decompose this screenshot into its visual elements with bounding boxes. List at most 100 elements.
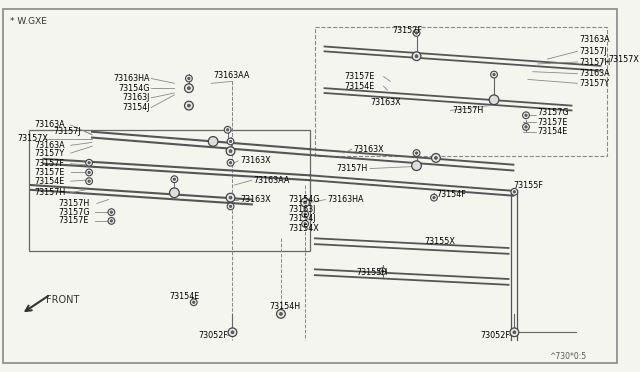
Text: 73154E: 73154E: [170, 292, 200, 301]
Text: 73157H: 73157H: [579, 58, 611, 67]
Text: 73157F: 73157F: [392, 26, 422, 35]
Circle shape: [226, 147, 235, 155]
Text: 73163X: 73163X: [353, 145, 384, 154]
Circle shape: [227, 159, 234, 166]
Text: 73154G: 73154G: [118, 84, 150, 93]
Text: 73052F: 73052F: [481, 331, 510, 340]
Circle shape: [88, 180, 90, 182]
Circle shape: [186, 75, 192, 82]
Text: 73163HA: 73163HA: [328, 195, 364, 204]
Circle shape: [188, 87, 190, 90]
Circle shape: [231, 331, 234, 334]
Text: 73154F: 73154F: [436, 190, 466, 199]
Circle shape: [380, 268, 386, 275]
Circle shape: [433, 196, 435, 199]
Circle shape: [228, 328, 237, 337]
Text: 73052F: 73052F: [198, 331, 228, 340]
Circle shape: [88, 171, 90, 174]
Text: 73154G: 73154G: [289, 195, 320, 204]
Circle shape: [493, 73, 495, 76]
Bar: [315, 27, 607, 156]
Circle shape: [525, 114, 527, 116]
Circle shape: [224, 126, 231, 133]
Text: 73163HA: 73163HA: [114, 74, 150, 83]
Circle shape: [227, 138, 234, 145]
Text: 73155X: 73155X: [424, 237, 455, 246]
Circle shape: [412, 52, 421, 61]
Circle shape: [226, 193, 235, 202]
Text: 73154J: 73154J: [289, 214, 316, 224]
Text: 73157G: 73157G: [58, 208, 90, 217]
Text: 73157X: 73157X: [609, 55, 639, 64]
Circle shape: [413, 29, 420, 36]
Text: 73157H: 73157H: [452, 106, 484, 115]
Circle shape: [170, 188, 179, 198]
Circle shape: [412, 161, 421, 170]
Text: 73155F: 73155F: [513, 180, 543, 189]
Circle shape: [415, 32, 418, 34]
Text: 73157E: 73157E: [34, 168, 64, 177]
Text: 73163AA: 73163AA: [213, 71, 250, 80]
Text: 73154E: 73154E: [34, 177, 64, 186]
Circle shape: [301, 198, 310, 207]
Circle shape: [88, 161, 90, 164]
Circle shape: [435, 157, 437, 159]
Circle shape: [188, 77, 190, 80]
Bar: [29, 130, 310, 251]
Circle shape: [86, 178, 93, 185]
Text: 73157G: 73157G: [538, 108, 569, 117]
Text: ^730*0:5: ^730*0:5: [549, 352, 586, 361]
Circle shape: [184, 101, 193, 110]
Circle shape: [301, 220, 308, 227]
Circle shape: [229, 150, 232, 153]
Circle shape: [304, 201, 307, 204]
Text: 73163A: 73163A: [579, 35, 610, 44]
Circle shape: [510, 328, 519, 337]
Text: 73154E: 73154E: [538, 127, 568, 136]
Circle shape: [304, 213, 307, 215]
Text: 73157E: 73157E: [344, 72, 374, 81]
Circle shape: [491, 71, 497, 78]
Text: 73157J: 73157J: [53, 127, 81, 136]
Text: 73154J: 73154J: [123, 103, 150, 112]
Circle shape: [227, 203, 234, 210]
Circle shape: [415, 152, 418, 154]
Circle shape: [108, 209, 115, 215]
Circle shape: [511, 189, 518, 195]
Text: 73157E: 73157E: [58, 217, 88, 225]
Text: 73154H: 73154H: [269, 302, 300, 311]
Text: 73154X: 73154X: [289, 224, 319, 233]
Circle shape: [415, 55, 418, 58]
Text: 73163A: 73163A: [579, 69, 610, 78]
Circle shape: [523, 112, 529, 119]
Circle shape: [86, 169, 93, 176]
Circle shape: [489, 95, 499, 105]
Text: 73157Y: 73157Y: [34, 148, 64, 158]
Circle shape: [208, 137, 218, 146]
Circle shape: [304, 222, 307, 225]
Text: 73157F: 73157F: [34, 159, 64, 168]
Circle shape: [276, 310, 285, 318]
Circle shape: [108, 218, 115, 224]
Circle shape: [229, 161, 232, 164]
Circle shape: [381, 270, 384, 272]
Circle shape: [513, 190, 516, 193]
Circle shape: [86, 159, 93, 166]
Text: 73157J: 73157J: [579, 47, 607, 56]
Text: 73163A: 73163A: [34, 121, 65, 129]
Circle shape: [229, 140, 232, 142]
Text: FRONT: FRONT: [47, 295, 80, 305]
Circle shape: [184, 84, 193, 93]
Text: * W.GXE: * W.GXE: [10, 17, 47, 26]
Circle shape: [190, 299, 197, 306]
Text: 73154E: 73154E: [344, 82, 374, 91]
Text: 73163X: 73163X: [240, 195, 271, 204]
Circle shape: [513, 331, 516, 334]
Text: 73163A: 73163A: [34, 141, 65, 150]
Text: 73157E: 73157E: [538, 118, 568, 126]
Circle shape: [431, 194, 437, 201]
Circle shape: [110, 211, 113, 213]
Circle shape: [229, 205, 232, 208]
Text: 73163J: 73163J: [289, 205, 316, 214]
Circle shape: [525, 126, 527, 128]
